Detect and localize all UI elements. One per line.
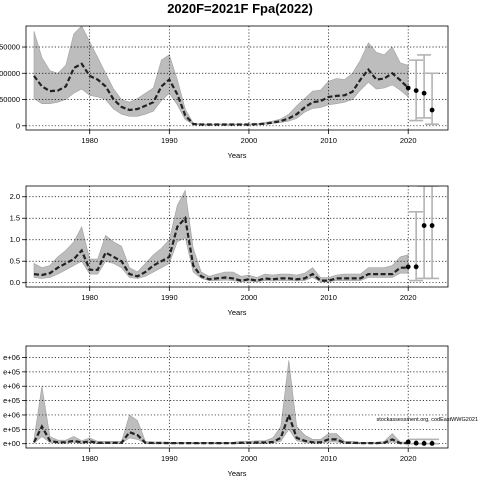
x-tick-label: 2000 bbox=[241, 454, 258, 463]
forecast-point bbox=[421, 223, 427, 228]
y-tick-label: e+06 bbox=[3, 410, 20, 419]
confidence-band bbox=[33, 360, 409, 444]
y-tick-label: 0 bbox=[16, 121, 20, 130]
forecast-point bbox=[413, 88, 419, 94]
x-axis-label: Years bbox=[228, 151, 247, 160]
chart-panel-3: 1980 1990 2000 2010 2020 e+00 e+05 e+06 e+05 e+06… bbox=[3, 345, 478, 478]
forecast-point bbox=[413, 440, 419, 446]
x-axis-label: Years bbox=[228, 469, 247, 478]
chart-panels: 1980 1990 2000 2010 2020 0 50000 100000 150000 Ye… bbox=[0, 25, 478, 478]
x-tick-label: 2010 bbox=[320, 293, 337, 302]
forecast-point bbox=[421, 441, 427, 446]
x-tick-label: 1990 bbox=[161, 293, 178, 302]
error-bar bbox=[417, 186, 432, 280]
page-title: 2020F=2021F Fpa(2022) bbox=[167, 1, 313, 16]
forecast-point bbox=[429, 107, 435, 113]
chart-panel-1: 1980 1990 2000 2010 2020 0 50000 100000 150000 Ye… bbox=[0, 25, 449, 160]
forecast-point bbox=[405, 439, 411, 445]
x-tick-label: 2020 bbox=[400, 293, 417, 302]
y-tick-label: e+06 bbox=[3, 353, 20, 362]
source-annotation: stockassessment.org, codEastWWG2021 bbox=[377, 417, 478, 423]
estimate-line bbox=[33, 215, 409, 282]
x-tick-label: 2010 bbox=[320, 454, 337, 463]
y-tick-label: 150000 bbox=[0, 43, 20, 52]
x-tick-label: 1980 bbox=[81, 136, 98, 145]
forecast-point bbox=[429, 441, 435, 446]
estimate-line bbox=[33, 62, 409, 126]
error-bar bbox=[417, 54, 432, 119]
error-bar bbox=[409, 210, 424, 282]
y-tick-label: e+05 bbox=[3, 425, 20, 434]
error-bar bbox=[425, 186, 440, 280]
y-tick-label: e+06 bbox=[3, 382, 20, 391]
y-tick-label: e+05 bbox=[3, 396, 20, 405]
y-tick-label: 2.0 bbox=[10, 192, 20, 201]
y-tick-label: 100000 bbox=[0, 69, 20, 78]
x-tick-label: 2010 bbox=[320, 136, 337, 145]
forecast-point bbox=[405, 85, 411, 91]
x-tick-label: 2000 bbox=[241, 293, 258, 302]
y-tick-label: e+00 bbox=[3, 439, 20, 448]
plot-frame bbox=[25, 185, 449, 288]
forecast-point bbox=[413, 264, 419, 270]
forecast-point bbox=[405, 264, 411, 270]
y-tick-label: 0.0 bbox=[10, 278, 20, 287]
y-tick-label: 1.5 bbox=[10, 214, 20, 223]
x-tick-label: 2020 bbox=[400, 454, 417, 463]
y-tick-label: 0.5 bbox=[10, 257, 20, 266]
chart-panel-2: 1980 1990 2000 2010 2020 0.0 0.5 1.0 1.5 2.0 Years bbox=[10, 185, 449, 317]
forecast-point bbox=[421, 90, 427, 96]
plot-frame bbox=[25, 25, 449, 131]
y-tick-label: 50000 bbox=[0, 95, 20, 104]
x-tick-label: 2000 bbox=[241, 136, 258, 145]
plot-frame bbox=[25, 345, 449, 449]
x-tick-label: 1990 bbox=[161, 136, 178, 145]
forecast-point bbox=[429, 223, 435, 228]
y-tick-label: 1.0 bbox=[10, 235, 20, 244]
x-tick-label: 1980 bbox=[81, 293, 98, 302]
x-tick-label: 1980 bbox=[81, 454, 98, 463]
x-tick-label: 1990 bbox=[161, 454, 178, 463]
error-bar bbox=[425, 72, 440, 126]
estimate-line bbox=[33, 411, 409, 445]
x-tick-label: 2020 bbox=[400, 136, 417, 145]
x-axis-label: Years bbox=[228, 308, 247, 317]
y-tick-label: e+05 bbox=[3, 367, 20, 376]
